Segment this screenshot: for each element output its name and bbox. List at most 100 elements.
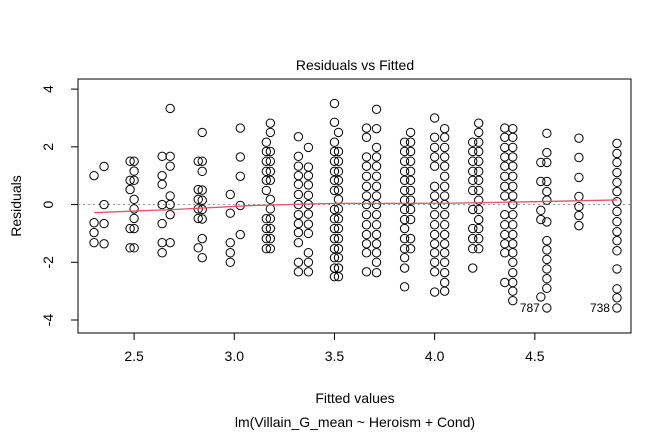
- residual-point: [429, 248, 440, 258]
- residual-point: [399, 175, 410, 186]
- residual-point: [429, 191, 440, 201]
- residual-point: [371, 239, 382, 249]
- residual-point: [508, 257, 518, 267]
- residual-point: [429, 152, 440, 162]
- residual-point: [612, 177, 622, 188]
- residual-point: [508, 277, 518, 288]
- residual-point: [129, 223, 139, 234]
- residual-point: [265, 175, 276, 186]
- residual-point: [125, 175, 135, 186]
- residual-point: [439, 152, 450, 162]
- residual-point: [333, 233, 344, 244]
- residual-point: [508, 191, 518, 201]
- model-formula-subtitle: lm(Villain_G_mean ~ Heroism + Cond): [235, 414, 475, 430]
- residual-point: [333, 175, 344, 186]
- residual-point: [439, 132, 450, 143]
- residual-point: [265, 233, 276, 244]
- residual-point: [157, 179, 167, 190]
- residual-point: [468, 204, 478, 215]
- residual-point: [361, 248, 372, 258]
- residual-point: [329, 156, 340, 166]
- residual-point: [405, 175, 416, 186]
- residual-point: [293, 170, 304, 181]
- residual-point: [468, 185, 478, 196]
- residual-point: [508, 199, 518, 210]
- residual-point: [165, 191, 175, 201]
- residual-point: [157, 170, 167, 181]
- residual-point: [371, 123, 382, 134]
- residual-point: [474, 233, 484, 244]
- residual-point: [333, 127, 344, 138]
- residual-point: [536, 176, 546, 187]
- x-tick-label: 3.5: [325, 348, 345, 364]
- residual-point: [542, 195, 552, 205]
- residual-point: [429, 199, 440, 210]
- residual-point: [500, 152, 510, 162]
- residual-point: [399, 282, 410, 292]
- residual-point: [197, 195, 207, 205]
- residual-point: [371, 171, 382, 181]
- residual-point: [197, 166, 207, 177]
- residual-point: [574, 210, 584, 221]
- residual-point: [508, 220, 518, 230]
- residual-point: [157, 218, 167, 229]
- residual-point: [500, 220, 510, 230]
- residual-point: [429, 113, 440, 123]
- residual-point: [612, 303, 622, 313]
- residual-point: [361, 209, 372, 220]
- residual-point: [405, 214, 416, 225]
- residual-point: [125, 243, 135, 253]
- residual-point: [612, 264, 622, 274]
- residual-point: [261, 185, 272, 196]
- residual-point: [303, 142, 314, 153]
- residual-point: [265, 204, 276, 214]
- residual-point: [439, 181, 450, 192]
- residual-point: [399, 263, 410, 273]
- residual-point: [329, 204, 340, 215]
- residual-point: [500, 123, 510, 133]
- residual-point: [429, 209, 440, 220]
- y-tick-label: -2: [40, 256, 56, 269]
- residual-point: [500, 209, 510, 220]
- residual-point: [399, 146, 410, 157]
- residual-point: [261, 223, 272, 234]
- residual-point: [293, 132, 304, 142]
- residual-point: [399, 185, 410, 196]
- residual-point: [542, 176, 552, 187]
- residual-point: [612, 138, 622, 149]
- residual-point: [542, 217, 552, 227]
- residual-point: [225, 257, 235, 267]
- residual-point: [371, 257, 382, 267]
- residual-point: [439, 209, 450, 220]
- residual-point: [303, 180, 314, 190]
- residual-point: [197, 233, 207, 244]
- residual-point: [474, 137, 484, 147]
- residual-point: [429, 287, 440, 297]
- residual-point: [99, 239, 109, 249]
- residual-point: [474, 244, 484, 254]
- residual-point: [329, 233, 340, 244]
- residual-point: [399, 204, 410, 215]
- residual-point: [329, 175, 340, 186]
- residual-point: [508, 239, 518, 249]
- residual-point: [265, 118, 276, 128]
- residual-point: [361, 123, 372, 133]
- y-axis-label: Residuals: [8, 175, 24, 236]
- residual-point: [612, 235, 622, 246]
- residual-point: [261, 214, 272, 224]
- y-tick-label: 4: [40, 85, 56, 93]
- residual-point: [293, 267, 304, 277]
- residual-point: [89, 227, 99, 238]
- residual-point: [405, 195, 416, 205]
- residual-point: [261, 244, 272, 254]
- residual-point: [500, 161, 510, 171]
- residual-point: [329, 185, 340, 196]
- residual-point: [439, 191, 450, 201]
- residual-point: [439, 199, 450, 210]
- residual-point: [129, 204, 139, 214]
- residual-point: [89, 237, 99, 248]
- residual-point: [265, 223, 276, 234]
- residual-point: [293, 161, 304, 171]
- residual-point: [261, 137, 272, 147]
- residual-point: [542, 283, 552, 293]
